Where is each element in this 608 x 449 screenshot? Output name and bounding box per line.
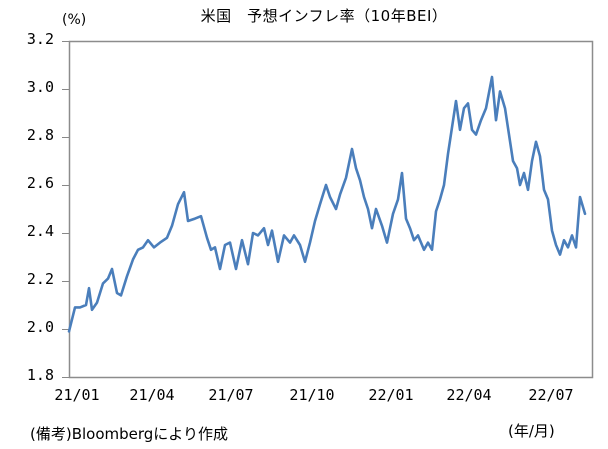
x-tick-label: 21/01	[54, 386, 100, 404]
y-tick-label: 2.2	[26, 270, 54, 288]
y-tick-label: 2.8	[26, 126, 54, 144]
x-tick-label: 22/04	[446, 386, 492, 404]
chart-title: 米国 予想インフレ率（10年BEI）	[200, 7, 448, 25]
x-tick-label: 21/10	[289, 386, 335, 404]
y-tick-label: 1.8	[26, 366, 54, 384]
x-tick-label: 22/01	[368, 386, 414, 404]
y-tick-label: 3.2	[26, 30, 54, 48]
x-tick-label: 21/04	[129, 386, 175, 404]
x-tick-label: 21/07	[208, 386, 254, 404]
source-note: (備考)Bloombergにより作成	[30, 425, 229, 443]
x-tick-label: 22/07	[528, 386, 574, 404]
x-axis-unit: (年/月)	[508, 422, 555, 440]
y-tick-label: 3.0	[26, 78, 54, 96]
y-axis-ticks	[62, 41, 69, 378]
y-tick-label: 2.4	[26, 222, 54, 240]
plot-border	[68, 40, 594, 379]
y-tick-label: 2.0	[26, 318, 54, 336]
y-tick-label: 2.6	[26, 174, 54, 192]
bei-line	[67, 75, 587, 333]
y-axis-unit: (%)	[62, 12, 87, 28]
